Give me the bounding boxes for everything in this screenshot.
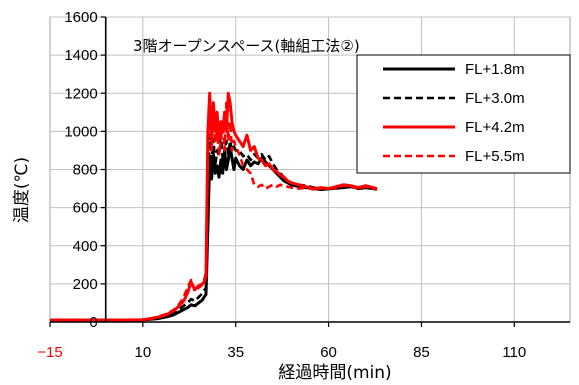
x-tick-label: 110 xyxy=(502,344,526,361)
x-tick-label: −15 xyxy=(37,344,62,361)
y-axis-title: 温度(℃) xyxy=(12,157,32,223)
series-line-fl-3-0m xyxy=(50,130,378,322)
chart-title: 3階オープンスペース(軸組工法②) xyxy=(133,37,360,55)
legend-label-fl-5-5m: FL+5.5m xyxy=(465,148,525,165)
y-tick-label: 800 xyxy=(73,162,98,179)
y-tick-label: 1600 xyxy=(64,9,97,26)
legend-label-fl-3-0m: FL+3.0m xyxy=(465,90,525,107)
y-tick-label: 0 xyxy=(89,314,97,331)
y-tick-label: 1000 xyxy=(64,123,97,140)
axes: −15 10 35 60 85 110 0 200 400 600 800 1000 1200 1400 1… xyxy=(37,9,570,361)
legend: FL+1.8m FL+3.0m FL+4.2m FL+5.5m xyxy=(356,54,571,174)
series-line-fl-4-2m xyxy=(50,91,378,322)
legend-label-fl-4-2m: FL+4.2m xyxy=(465,119,525,136)
y-tick-label: 400 xyxy=(73,238,98,255)
y-tick-label: 1400 xyxy=(64,47,97,64)
legend-box xyxy=(356,54,571,174)
y-tick-label: 1200 xyxy=(64,85,97,102)
y-tick-label: 600 xyxy=(73,200,98,217)
x-tick-label: 60 xyxy=(320,344,337,361)
x-axis-title: 経過時間(min) xyxy=(278,363,391,383)
x-tick-label: 35 xyxy=(227,344,244,361)
series-layer xyxy=(50,91,378,322)
x-tick-label: 10 xyxy=(135,344,152,361)
x-tick-label: 85 xyxy=(413,344,430,361)
legend-label-fl-1-8m: FL+1.8m xyxy=(465,61,525,78)
y-tick-label: 200 xyxy=(73,276,98,293)
